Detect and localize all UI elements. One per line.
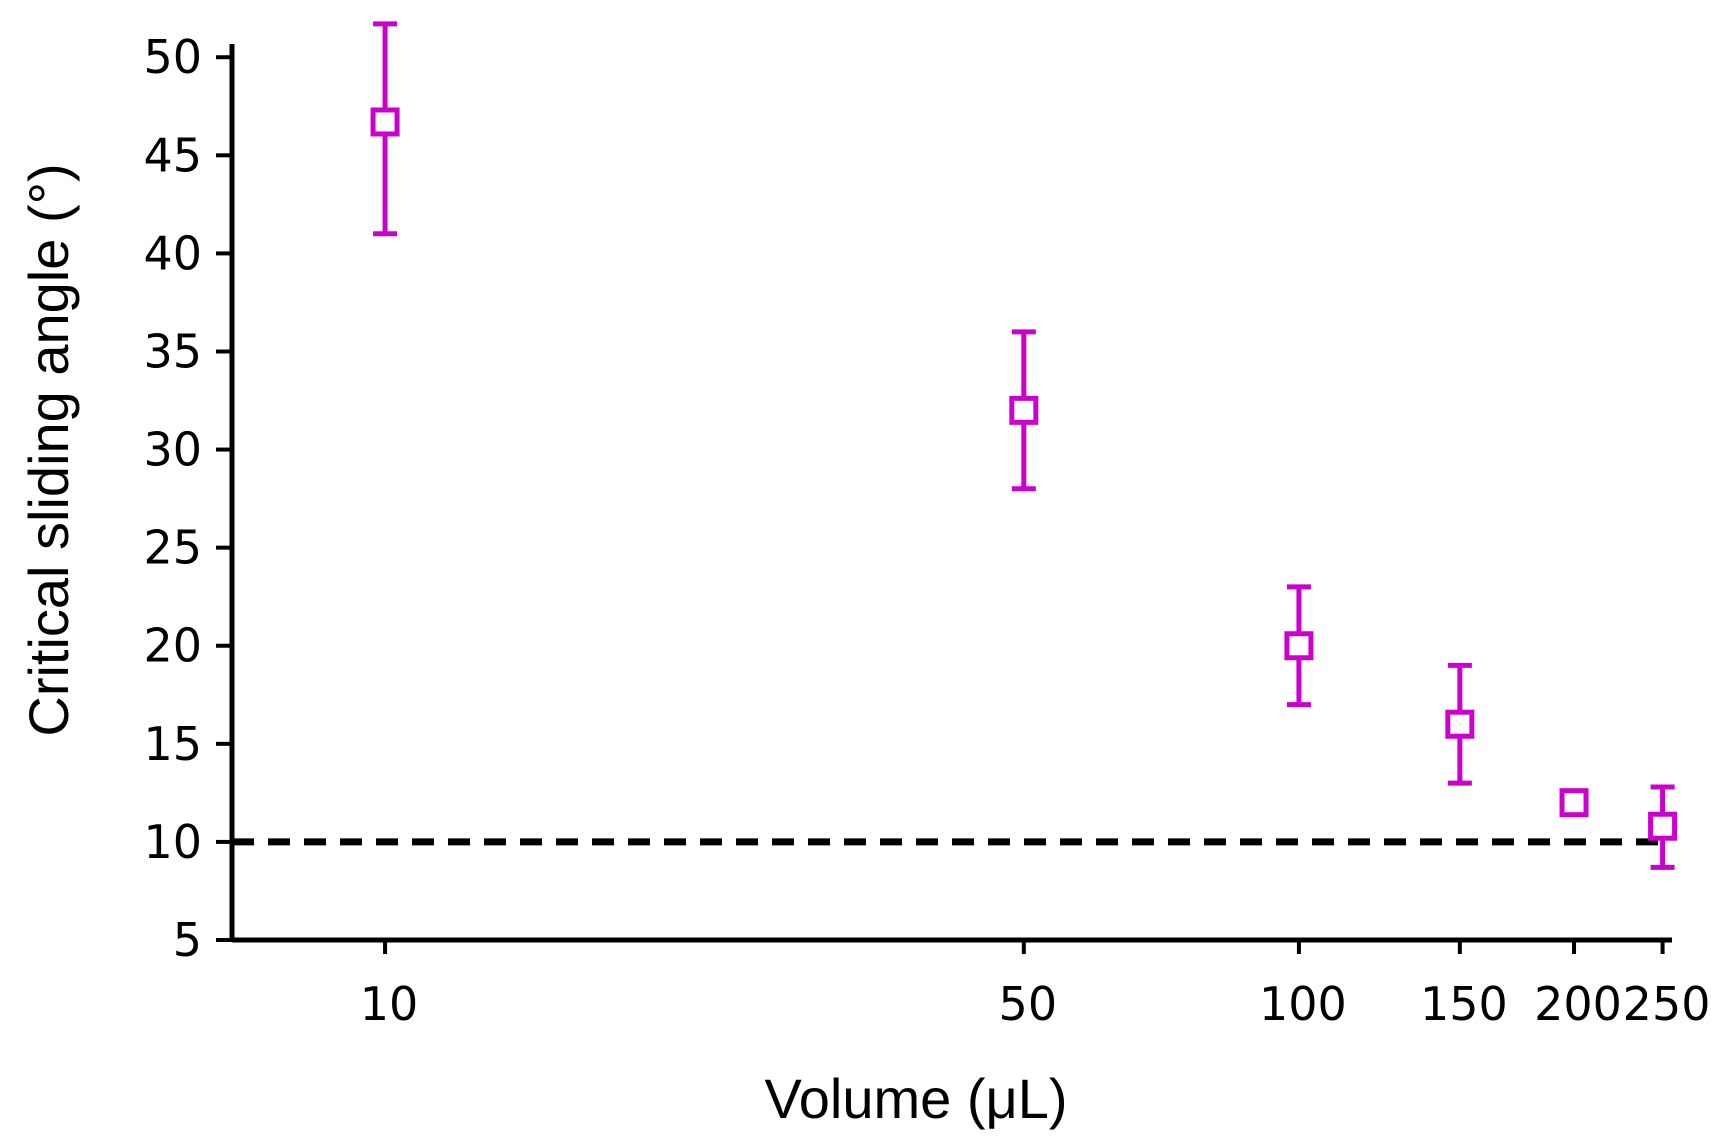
data-point xyxy=(1559,788,1589,818)
x-axis-title: Volume (μL) xyxy=(764,1067,1067,1130)
label-layer: 5 10 15 20 25 30 35 40 45 50 10 50 100 150 200 250 xyxy=(143,30,1710,1031)
x-tick-label: 50 xyxy=(999,977,1058,1031)
data-point xyxy=(1009,329,1039,492)
y-tick-label: 5 xyxy=(173,913,202,967)
data-layer xyxy=(370,21,1678,870)
square-marker xyxy=(1009,395,1039,425)
y-tick-label: 20 xyxy=(143,619,202,673)
y-tick-label: 25 xyxy=(143,521,202,575)
y-tick-label: 45 xyxy=(143,128,202,182)
data-point xyxy=(1648,784,1678,870)
data-point xyxy=(1445,662,1475,786)
square-marker xyxy=(1284,631,1314,661)
x-tick-label: 200 xyxy=(1534,977,1622,1031)
square-marker xyxy=(1648,811,1678,841)
y-tick-label: 40 xyxy=(143,226,202,280)
y-tick-label: 50 xyxy=(143,30,202,84)
y-axis-title: Critical sliding angle (°) xyxy=(17,163,80,736)
x-tick-label: 10 xyxy=(360,977,419,1031)
square-marker xyxy=(1445,709,1475,739)
square-marker xyxy=(1559,788,1589,818)
square-marker xyxy=(370,107,400,137)
y-tick-label: 30 xyxy=(143,423,202,477)
y-tick-label: 10 xyxy=(143,815,202,869)
x-tick-label: 100 xyxy=(1259,977,1347,1031)
x-tick-label: 150 xyxy=(1420,977,1508,1031)
data-point xyxy=(1284,584,1314,708)
data-point xyxy=(370,21,400,237)
y-tick-label: 15 xyxy=(143,717,202,771)
y-tick-label: 35 xyxy=(143,324,202,378)
axes-layer xyxy=(216,44,1672,954)
x-tick-label: 250 xyxy=(1623,977,1711,1031)
